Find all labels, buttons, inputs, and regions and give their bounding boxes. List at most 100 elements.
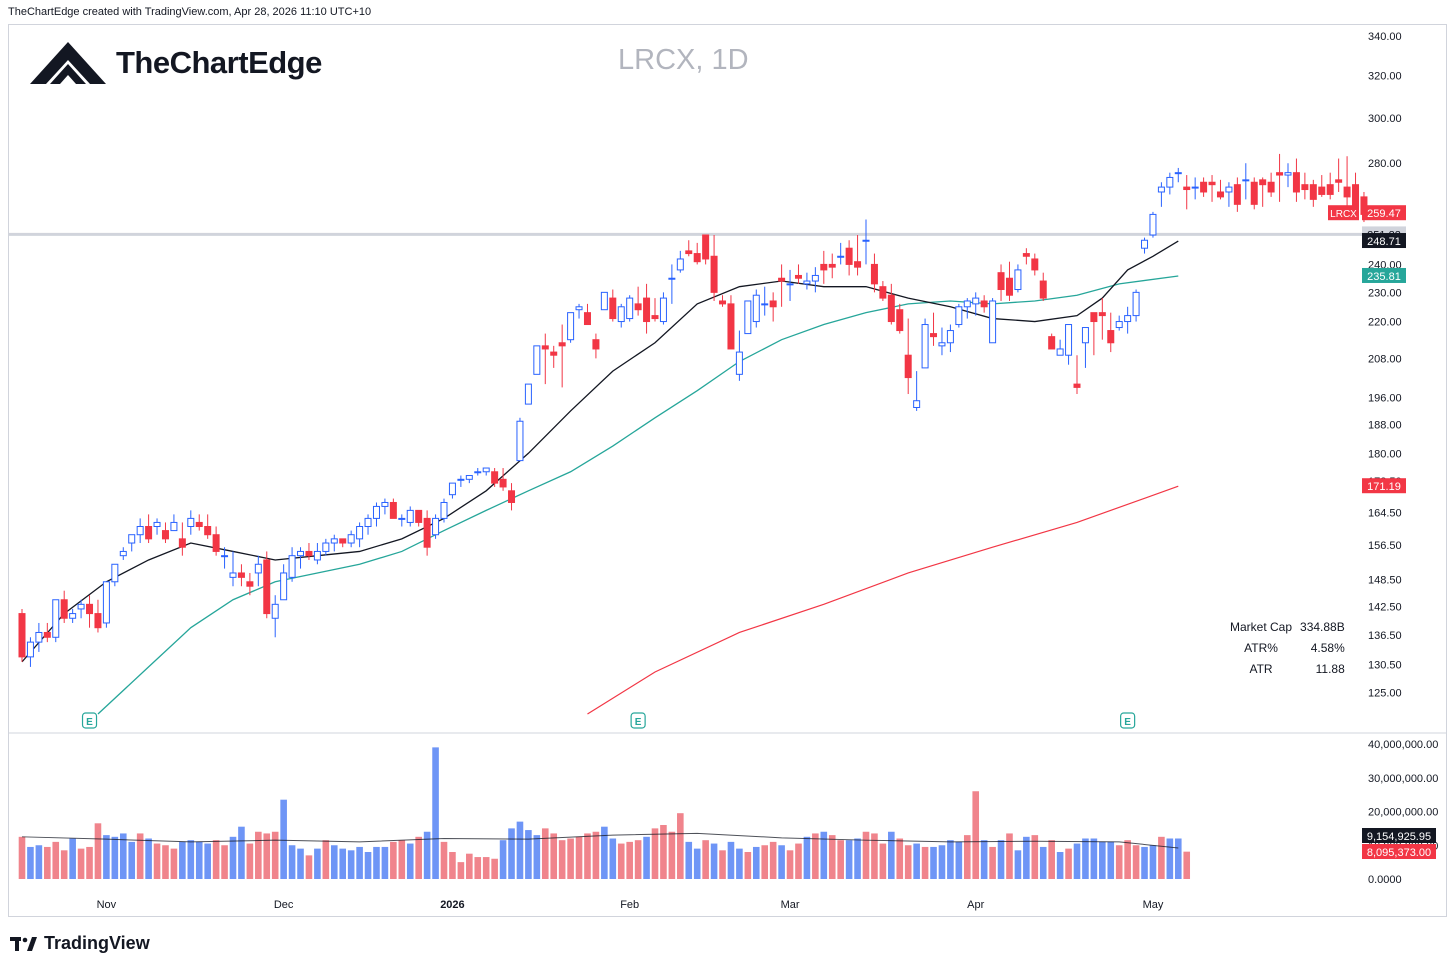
volume-bar — [845, 840, 853, 879]
volume-bar — [710, 843, 718, 879]
volume-bar — [769, 841, 777, 879]
volume-bar — [271, 831, 279, 879]
candle-body — [1318, 186, 1326, 195]
price-axis-tick-label: 188.00 — [1368, 420, 1402, 432]
candle-body — [921, 324, 929, 369]
volume-bar — [508, 828, 515, 879]
candle-body — [1233, 184, 1241, 205]
candle-body — [668, 277, 676, 280]
candle-body — [1276, 172, 1284, 176]
candle-body — [381, 501, 389, 507]
price-axis-tick-label: 142.50 — [1368, 602, 1402, 614]
candle-body — [1326, 184, 1334, 195]
price-axis-tick-label: 125.00 — [1368, 688, 1402, 700]
volume-axis-tick-label: 0.0000 — [1368, 874, 1402, 886]
volume-bar — [1149, 845, 1157, 879]
candle-body — [516, 420, 524, 462]
candle-body — [313, 550, 321, 561]
candle-body — [491, 471, 499, 484]
candle-body — [271, 603, 279, 619]
candle-body — [482, 467, 490, 473]
candle-body — [1200, 181, 1208, 193]
candle-body — [1005, 277, 1013, 296]
volume-bar — [736, 848, 743, 879]
candle-body — [845, 247, 853, 265]
earnings-marker — [1120, 712, 1136, 729]
candle-body — [145, 526, 153, 540]
stat-label: Market Cap — [1230, 620, 1293, 634]
volume-bar — [904, 845, 912, 879]
volume-bar — [119, 833, 127, 879]
volume-bar — [103, 835, 110, 879]
volume-bar — [963, 835, 971, 879]
candle-body — [693, 253, 701, 263]
volume-bar — [1107, 841, 1115, 879]
volume-bar — [837, 840, 844, 879]
price-axis-tick-label: 196.00 — [1368, 392, 1402, 404]
volume-bar — [651, 828, 659, 879]
earnings-marker-label: E — [635, 717, 642, 728]
candle-body — [457, 478, 465, 481]
price-axis-tick-label: 156.50 — [1368, 540, 1402, 552]
volume-bar — [516, 821, 524, 879]
chart-credit: TheChartEdge created with TradingView.co… — [8, 6, 372, 18]
time-axis-label: Dec — [274, 899, 294, 911]
volume-bar — [86, 846, 93, 879]
candle-body — [1124, 315, 1132, 323]
candle-body — [161, 530, 169, 540]
volume-bar — [1166, 838, 1174, 879]
candle-body — [128, 534, 136, 544]
candle-body — [879, 286, 887, 299]
volume-bar — [668, 831, 676, 879]
stat-value: 4.58% — [1310, 641, 1345, 655]
candle-body — [432, 517, 440, 536]
candle-body — [339, 538, 347, 544]
candle-body — [94, 613, 102, 629]
candle-body — [1039, 280, 1047, 299]
mountain-logo-icon — [30, 42, 106, 84]
candle-body — [1081, 327, 1089, 344]
volume-bar — [601, 826, 608, 879]
candle-body — [896, 309, 904, 332]
time-axis-label: Mar — [781, 899, 800, 911]
volume-bar — [972, 791, 980, 879]
candle-body — [1352, 184, 1360, 208]
volume-bar — [27, 846, 34, 879]
candle-body — [474, 471, 482, 474]
candle-body — [1141, 239, 1149, 249]
volume-bar — [854, 838, 861, 879]
candle-body — [541, 345, 549, 350]
candle-body — [119, 550, 127, 557]
volume-bar — [432, 747, 439, 879]
price-axis-tick-label: 130.50 — [1368, 659, 1402, 671]
price-axis-tick-label: 340.00 — [1368, 31, 1402, 43]
volume-bar — [457, 862, 465, 879]
price-label-badge — [1362, 205, 1406, 221]
candle-body — [1056, 348, 1064, 356]
candle-body — [989, 300, 997, 344]
volume-bar — [398, 840, 406, 879]
candle-body — [372, 505, 380, 519]
candle-body — [524, 383, 532, 405]
volume-bar — [1073, 843, 1081, 879]
candle-body — [609, 297, 617, 320]
candle-body — [930, 333, 938, 338]
volume-bar — [482, 857, 490, 879]
candle-body — [305, 550, 313, 557]
candle-body — [575, 306, 583, 311]
volume-bar — [339, 848, 347, 879]
candle-body — [212, 534, 220, 552]
volume-bar — [778, 845, 785, 879]
volume-bar — [415, 836, 422, 879]
candle-body — [1343, 186, 1351, 198]
candle-body — [533, 345, 541, 375]
candle-body — [1107, 330, 1115, 344]
volume-bar — [364, 852, 372, 879]
candle-body — [938, 342, 946, 347]
volume-bar — [752, 846, 760, 879]
candle-body — [52, 599, 60, 638]
stat-row: ATR% 4.58% — [1226, 639, 1349, 660]
volume-bar — [888, 831, 895, 879]
price-axis-tick-label: 164.50 — [1368, 507, 1402, 519]
